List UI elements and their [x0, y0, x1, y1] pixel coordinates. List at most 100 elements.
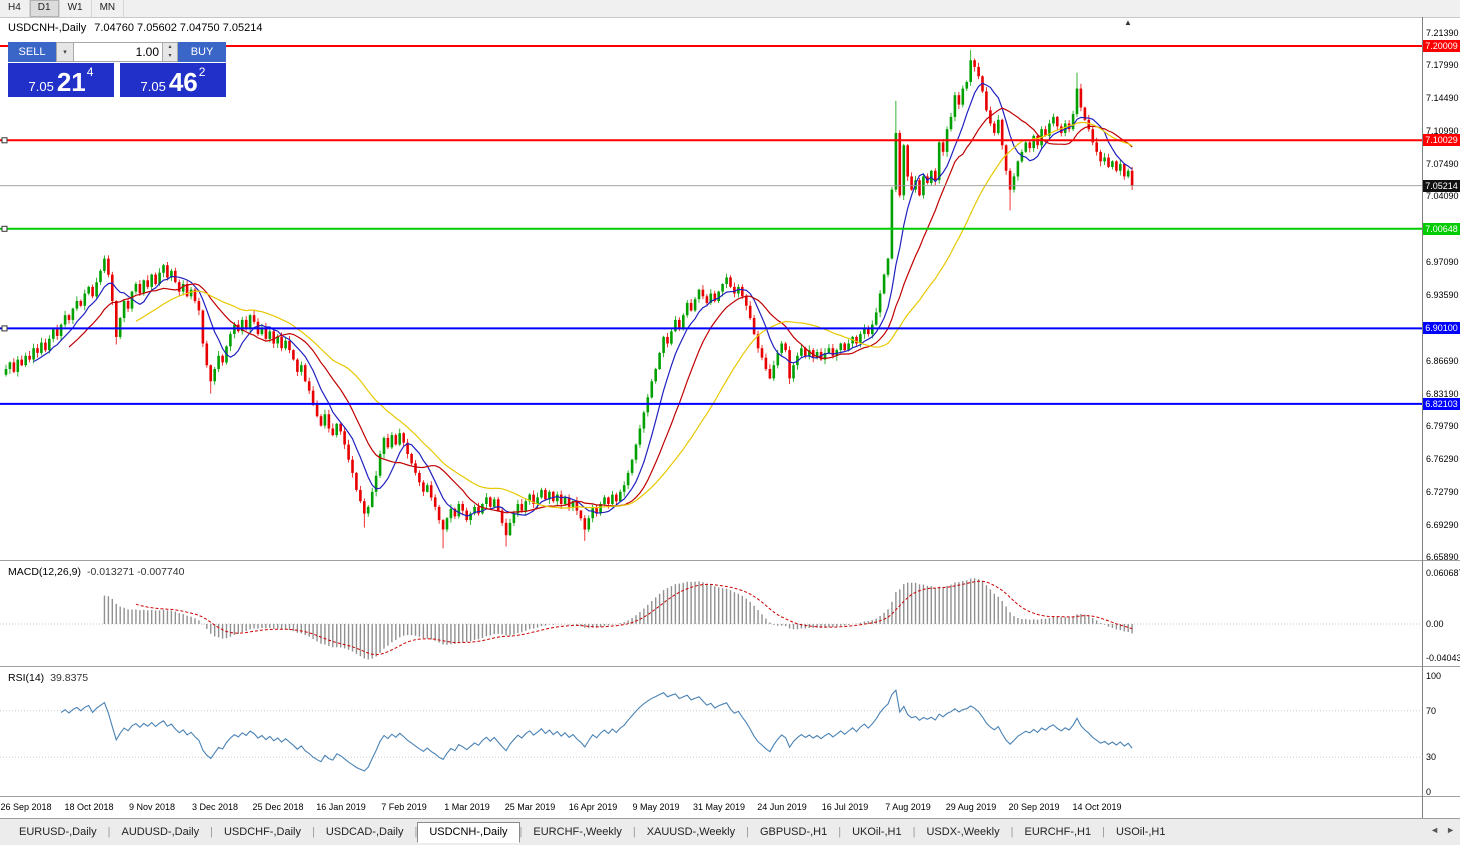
tab-separator: | — [632, 826, 636, 838]
volume-input[interactable] — [74, 42, 163, 62]
tab-separator: | — [311, 826, 315, 838]
moving-average-line-34 — [135, 121, 1133, 509]
candles-layer — [4, 49, 1134, 549]
price-tick-label: 7.14490 — [1426, 93, 1459, 103]
date-label: 20 Sep 2019 — [1008, 802, 1060, 812]
timeframe-toolbar: H4 D1 W1 MN — [0, 0, 1460, 18]
chart-tab-usdx-weekly[interactable]: USDX-,Weekly — [926, 826, 1000, 838]
tab-separator: | — [107, 826, 111, 838]
tab-separator: | — [746, 826, 749, 838]
macd-panel-canvas[interactable] — [0, 561, 1422, 666]
date-label: 24 Jun 2019 — [757, 802, 807, 812]
chart-tab-eurchf-h1[interactable]: EURCHF-,H1 — [1024, 826, 1092, 838]
tab-separator: | — [838, 826, 842, 838]
line-selection-handle[interactable] — [1, 325, 8, 332]
price-badge: 6.82103 — [1423, 398, 1460, 410]
buy-price-panel[interactable]: 7.05 46 2 — [120, 63, 226, 97]
spin-down-button[interactable]: ▾ — [163, 52, 177, 61]
tab-separator: | — [210, 826, 213, 838]
line-selection-handle[interactable] — [1, 225, 8, 232]
sell-price-panel[interactable]: 7.05 21 4 — [8, 63, 114, 97]
date-label: 25 Mar 2019 — [504, 802, 556, 812]
macd-indicator-label: MACD(12,26,9) -0.013271 -0.007740 — [8, 566, 185, 578]
sell-price-big: 21 — [56, 67, 86, 97]
date-label: 25 Dec 2018 — [252, 802, 304, 812]
date-label: 16 Jan 2019 — [316, 802, 366, 812]
price-badge: 7.20009 — [1423, 40, 1460, 52]
price-badge: 7.00648 — [1423, 223, 1460, 235]
date-label: 7 Aug 2019 — [885, 802, 931, 812]
chart-tab-usdcad-daily[interactable]: USDCAD-,Daily — [325, 826, 404, 838]
price-tick-label: 6.97090 — [1426, 257, 1459, 267]
price-tick-label: 7.21390 — [1426, 28, 1459, 38]
price-badge: 7.10029 — [1423, 134, 1460, 146]
tab-separator: | — [1102, 826, 1105, 838]
chart-tab-xauusd-weekly[interactable]: XAUUSD-,Weekly — [646, 826, 736, 838]
price-badge: 6.90100 — [1423, 322, 1460, 334]
price-tick-label: 7.07490 — [1426, 159, 1459, 169]
panel-separator[interactable] — [0, 560, 1460, 561]
date-label: 29 Aug 2019 — [945, 802, 997, 812]
volume-stepper: ▴ ▾ — [163, 42, 178, 62]
rsi-indicator-label: RSI(14) 39.8375 — [8, 672, 89, 684]
macd-scale-label: 0.060687 — [1426, 568, 1460, 578]
chart-tab-usoil-h1[interactable]: USOil-,H1 — [1115, 826, 1166, 838]
price-tick-label: 6.83190 — [1426, 389, 1459, 399]
date-label: 3 Dec 2018 — [191, 802, 239, 812]
date-label: 1 Mar 2019 — [444, 802, 490, 812]
price-tick-label: 6.86690 — [1426, 356, 1459, 366]
sell-button[interactable]: SELL — [8, 42, 56, 62]
chart-symbol-label: USDCNH-,Daily — [8, 22, 87, 34]
timeframe-button-d1[interactable]: D1 — [29, 0, 60, 17]
price-tick-label: 6.76290 — [1426, 454, 1459, 464]
chart-tab-audusd-daily[interactable]: AUDUSD-,Daily — [121, 826, 200, 838]
tab-scroll-arrows: ◄ ► — [1428, 824, 1457, 836]
price-tick-label: 6.72790 — [1426, 487, 1459, 497]
rsi-scale-label: 70 — [1426, 706, 1437, 716]
price-tick-label: 6.69290 — [1426, 520, 1459, 530]
timeframe-button-mn[interactable]: MN — [92, 0, 125, 17]
timeframe-button-h4[interactable]: H4 — [0, 0, 30, 17]
tab-scroll-left-button[interactable]: ◄ — [1430, 825, 1440, 835]
chart-tab-gbpusd-h1[interactable]: GBPUSD-,H1 — [759, 826, 828, 838]
tab-separator: | — [1010, 826, 1014, 838]
macd-histogram — [103, 578, 1133, 660]
price-tick-label: 7.04090 — [1426, 191, 1459, 201]
rsi-scale-label: 100 — [1426, 671, 1442, 681]
rsi-panel-canvas[interactable] — [0, 669, 1422, 796]
date-label: 9 Nov 2018 — [128, 802, 176, 812]
date-axis[interactable]: 26 Sep 2018 18 Oct 2018 9 Nov 2018 3 Dec 20… — [0, 797, 1422, 818]
buy-button[interactable]: BUY — [178, 42, 226, 62]
date-label: 14 Oct 2019 — [1072, 802, 1122, 812]
chart-tab-usdchf-daily[interactable]: USDCHF-,Daily — [223, 826, 301, 838]
chart-tab-eurchf-weekly[interactable]: EURCHF-,Weekly — [533, 826, 622, 838]
timeframe-button-w1[interactable]: W1 — [60, 0, 92, 17]
line-selection-handle[interactable] — [1, 137, 8, 144]
chart-tab-eurusd-daily[interactable]: EURUSD-,Daily — [19, 826, 97, 838]
date-label: 7 Feb 2019 — [381, 802, 427, 812]
sell-price-sup: 4 — [86, 65, 94, 79]
price-axis[interactable]: 7.21390 7.17990 7.14490 7.10990 7.07490 7.040… — [1423, 0, 1460, 818]
date-label: 18 Oct 2018 — [64, 802, 114, 812]
date-label: 16 Jul 2019 — [821, 802, 869, 812]
buy-price-main: 7.05 — [140, 79, 166, 94]
price-tick-label: 7.17990 — [1426, 60, 1459, 70]
spin-up-button[interactable]: ▴ — [163, 43, 177, 52]
chart-tab-usdcnh-daily[interactable]: USDCNH-,Daily — [417, 821, 520, 843]
buy-price-sup: 2 — [198, 65, 206, 79]
price-tick-label: 7.10990 — [1426, 126, 1459, 136]
price-tick-label: 6.93590 — [1426, 290, 1459, 300]
panel-separator — [0, 796, 1460, 797]
volume-dropdown-button[interactable]: ▾ — [56, 42, 74, 62]
main-chart-canvas[interactable] — [0, 17, 1422, 560]
macd-scale-label: -0.040432 — [1426, 653, 1460, 663]
price-tick-label: 6.65890 — [1426, 552, 1459, 562]
tab-scroll-right-button[interactable]: ► — [1446, 825, 1455, 835]
tab-separator: | — [912, 826, 916, 838]
chart-tab-ukoil-h1[interactable]: UKOil-,H1 — [852, 826, 902, 838]
date-label: 9 May 2019 — [632, 802, 680, 812]
panel-separator[interactable] — [0, 666, 1460, 667]
date-label: 31 May 2019 — [692, 802, 746, 812]
chart-ohlc-values: 7.04760 7.05602 7.04750 7.05214 — [94, 22, 263, 34]
